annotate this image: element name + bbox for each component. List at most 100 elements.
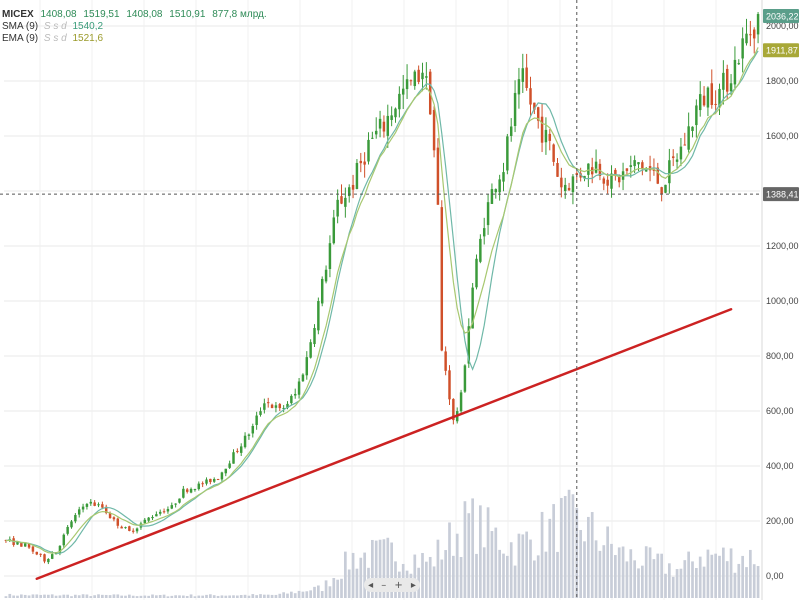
volume-bar [85, 594, 89, 598]
candle-body [317, 301, 320, 331]
scroll-left-button[interactable]: ◂ [368, 579, 374, 591]
volume-bar [301, 591, 305, 598]
candle-body [702, 95, 706, 106]
volume-bar [533, 560, 536, 598]
volume-bar [16, 595, 19, 598]
volume-bar [671, 576, 675, 598]
candle-body [77, 509, 81, 515]
candle-body [101, 504, 104, 508]
volume-bar [459, 556, 463, 598]
volume-bar [20, 594, 23, 598]
volume-bar [89, 596, 93, 598]
volume-bar [579, 529, 582, 598]
volume-bar [386, 537, 390, 598]
volume-bar [12, 595, 15, 598]
volume-bar [62, 594, 66, 598]
volume-bar [691, 561, 694, 598]
candle-body [81, 506, 85, 510]
candle-body [660, 187, 663, 195]
volume-bar [220, 595, 224, 598]
volume-bar [729, 548, 733, 598]
volume-bar [548, 518, 552, 598]
volume-bar [752, 564, 756, 598]
candle-body [201, 483, 204, 485]
volume-bar [513, 565, 517, 598]
y-tick-label: 200,00 [766, 516, 794, 526]
volume-bar [621, 546, 625, 598]
candle-body [182, 488, 185, 498]
candle-body [552, 144, 555, 162]
candle-body [155, 514, 158, 517]
candle-body [479, 238, 482, 262]
volume-bar [4, 596, 8, 598]
candle-body [332, 217, 336, 244]
volume-bar [236, 595, 239, 598]
volume-bar [189, 594, 193, 598]
candle-body [266, 402, 270, 404]
y-tick-label: 400,00 [766, 461, 794, 471]
candle-body [247, 434, 251, 436]
candle-body [344, 197, 347, 207]
candle-body [687, 126, 690, 150]
candle-body [432, 109, 436, 151]
volume-bar [239, 595, 243, 598]
candle-body [158, 511, 162, 514]
volume-bar [93, 595, 96, 598]
volume-bar [440, 559, 444, 598]
volume-bar [463, 501, 467, 598]
candle-body [108, 513, 112, 519]
candle-body [259, 411, 262, 415]
volume-bar [436, 539, 440, 598]
candle-body [482, 228, 486, 237]
candle-body [671, 156, 675, 159]
volume-bar [421, 552, 424, 598]
candle-body [131, 530, 135, 532]
volume-bar [293, 593, 297, 598]
candle-body [170, 505, 174, 509]
candle-body [425, 76, 428, 78]
volume-bar [263, 594, 266, 598]
candle-body [668, 160, 671, 184]
scroll-right-button[interactable]: ▸ [410, 579, 416, 591]
chart-navigation-bar[interactable]: ◂ – + ▸ [364, 578, 420, 592]
candle-body [143, 519, 147, 524]
ema-row: EMA (9) S s d 1521,6 [2, 33, 271, 45]
volume-bar [560, 497, 563, 598]
candle-body [625, 168, 629, 171]
volume-bar [309, 590, 312, 598]
candle-body [448, 370, 451, 400]
open-value: 1408,08 [40, 9, 77, 20]
volume-bar [756, 566, 760, 598]
high-value: 1519,51 [83, 9, 120, 20]
crosshair [0, 0, 762, 600]
candle-body [31, 546, 35, 552]
volume-bar [598, 550, 602, 598]
candle-body [367, 139, 370, 162]
candle-body [390, 115, 393, 120]
y-tick-label: 2000,00 [766, 21, 799, 31]
candle-body [525, 67, 528, 88]
zoom-out-button[interactable]: – [381, 579, 387, 591]
candle-body [417, 69, 420, 82]
close-value: 1510,91 [169, 9, 206, 20]
candle-body [521, 68, 525, 82]
candle-body [637, 162, 640, 165]
zoom-in-button[interactable]: + [394, 579, 403, 591]
volume-bar [602, 545, 606, 598]
candle-body [752, 29, 756, 39]
volume-bar [498, 549, 501, 598]
grid-lines [4, 0, 763, 600]
candle-body [189, 488, 193, 493]
candle-body [536, 107, 540, 121]
volume-bar [432, 566, 436, 598]
candle-body [205, 479, 208, 484]
volume-bar [259, 594, 262, 598]
candle-body [120, 526, 123, 529]
volume-bar [351, 552, 355, 598]
volume-bar [128, 594, 131, 598]
volume-bar [471, 498, 474, 598]
candle-body [305, 357, 309, 376]
candle-body [243, 435, 247, 448]
volume-bar [232, 595, 235, 598]
